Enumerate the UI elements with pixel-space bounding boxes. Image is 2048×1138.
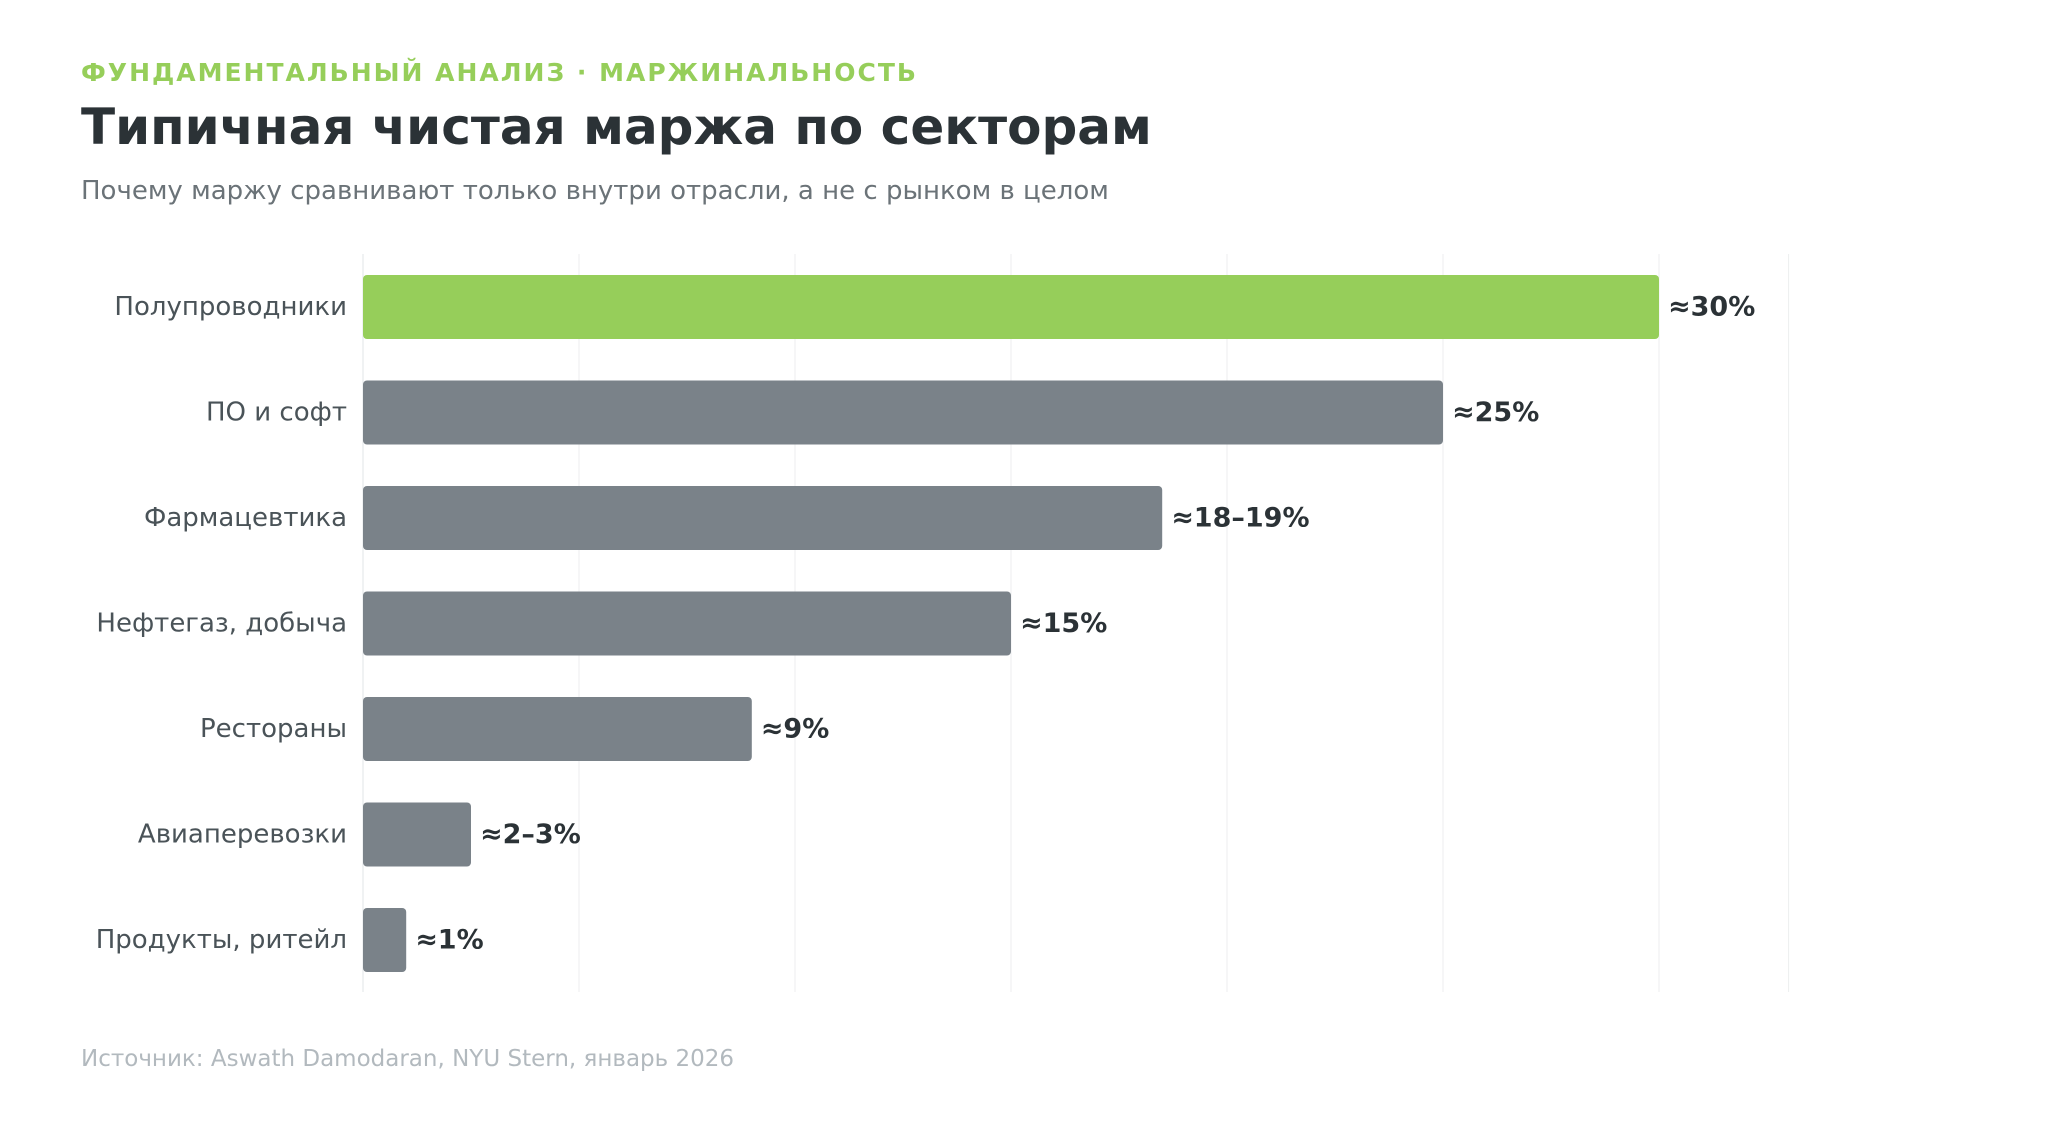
value-label: ≈9% [761, 714, 829, 745]
bar [363, 697, 752, 761]
category-label: Рестораны [200, 714, 347, 744]
value-label: ≈2–3% [480, 819, 581, 850]
category-label: ПО и софт [206, 398, 347, 428]
category-label: Нефтегаз, добыча [96, 609, 347, 639]
chart-subtitle: Почему маржу сравнивают только внутри от… [81, 176, 1109, 206]
bar [363, 486, 1163, 550]
bar [363, 275, 1659, 339]
bar [363, 591, 1011, 656]
value-label: ≈18–19% [1171, 503, 1309, 534]
chart-title: Типичная чистая маржа по секторам [81, 98, 1152, 156]
bar [363, 908, 407, 972]
category-label: Продукты, ритейл [96, 925, 347, 955]
source-note: Источник: Aswath Damodaran, NYU Stern, я… [81, 1046, 735, 1072]
value-label: ≈15% [1020, 608, 1107, 639]
bar [363, 802, 471, 867]
chart-kicker: ФУНДАМЕНТАЛЬНЫЙ АНАЛИЗ · МАРЖИНАЛЬНОСТЬ [81, 58, 918, 87]
value-label: ≈25% [1452, 397, 1539, 428]
category-label: Авиаперевозки [138, 820, 347, 850]
category-label: Полупроводники [114, 292, 347, 322]
value-label: ≈1% [415, 925, 483, 956]
bar [363, 380, 1443, 445]
value-label: ≈30% [1668, 292, 1755, 323]
category-label: Фармацевтика [144, 503, 347, 533]
